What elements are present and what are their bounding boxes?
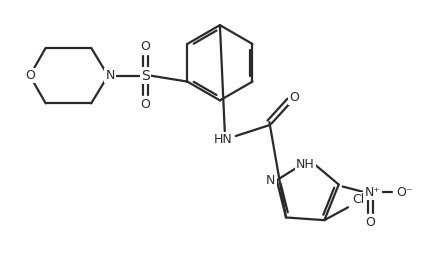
Text: NH: NH: [296, 158, 315, 171]
Text: N: N: [106, 69, 115, 82]
Text: O: O: [25, 69, 35, 82]
Text: S: S: [141, 69, 150, 83]
Text: N⁺: N⁺: [364, 186, 380, 199]
Text: N: N: [266, 174, 276, 187]
Text: O: O: [365, 216, 375, 229]
Text: HN: HN: [214, 134, 232, 147]
Text: O: O: [141, 40, 151, 54]
Text: O: O: [289, 91, 299, 104]
Text: Cl: Cl: [352, 193, 364, 206]
Text: O⁻: O⁻: [396, 186, 412, 199]
Text: O: O: [141, 98, 151, 111]
